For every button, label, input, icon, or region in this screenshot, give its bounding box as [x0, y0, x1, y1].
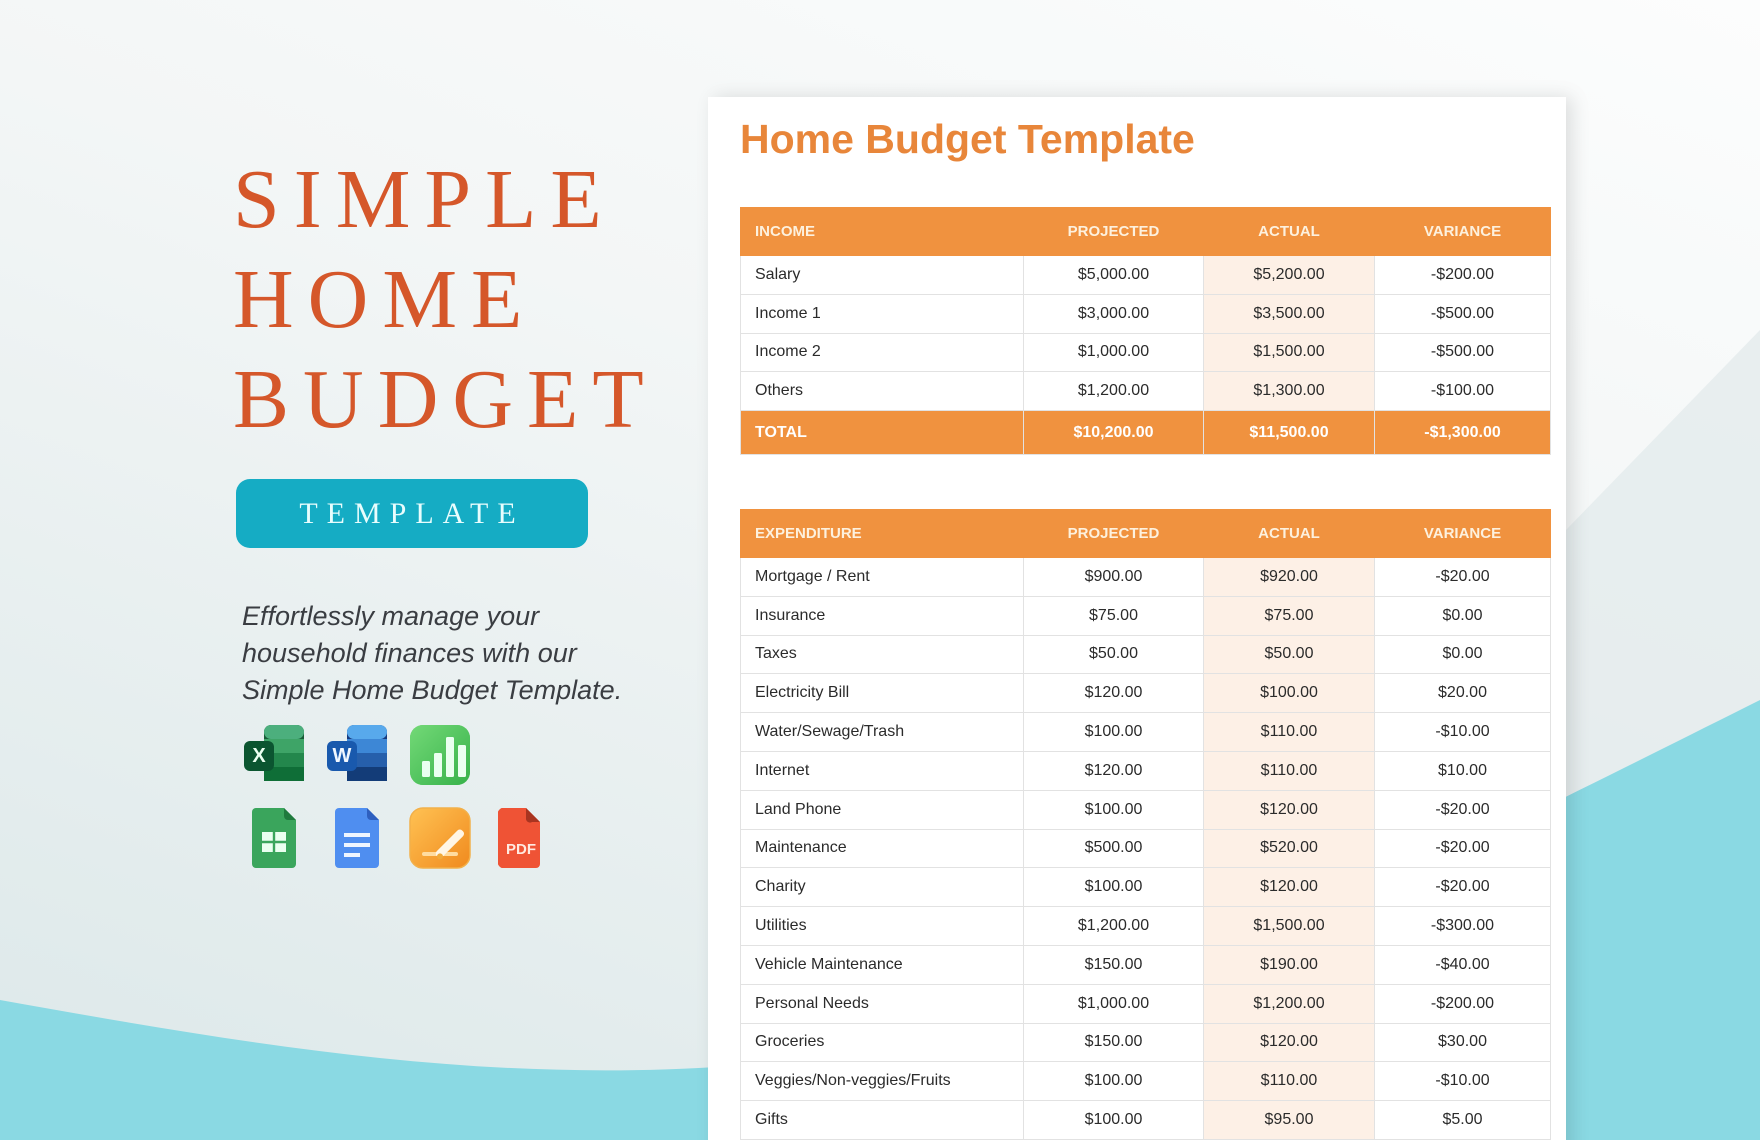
- svg-text:PDF: PDF: [506, 841, 536, 858]
- svg-text:W: W: [333, 745, 352, 767]
- svg-text:X: X: [252, 745, 266, 767]
